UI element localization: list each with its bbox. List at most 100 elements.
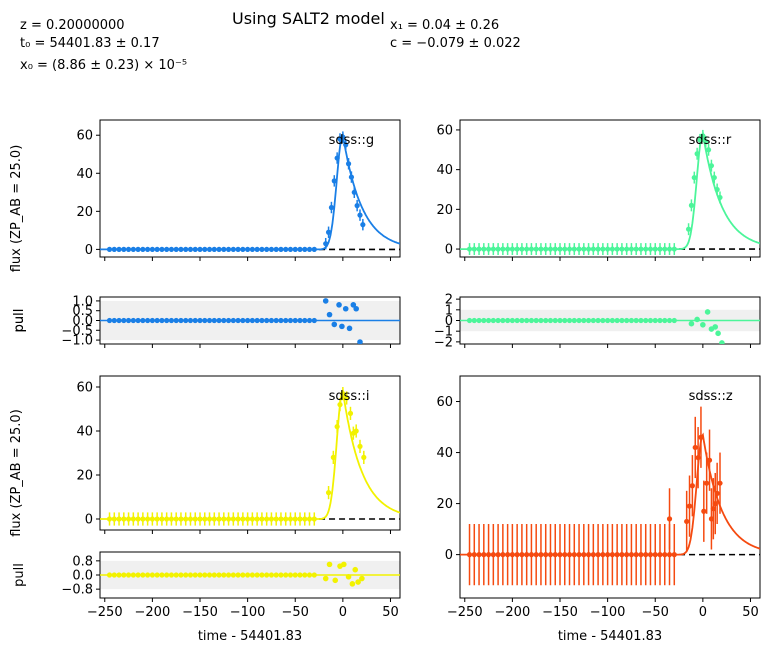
data-point [259, 246, 265, 252]
data-point [197, 516, 203, 522]
data-point [662, 246, 668, 252]
data-point [706, 457, 713, 463]
data-point [652, 246, 658, 252]
param-t0: t₀ = 54401.83 ± 0.17 [20, 36, 160, 51]
data-point [686, 503, 693, 509]
data-point [595, 552, 601, 558]
data-point [714, 490, 720, 496]
data-point [624, 246, 630, 252]
pull-point [249, 317, 255, 324]
x-tick-label: −250 [447, 605, 483, 620]
data-point [168, 246, 175, 252]
pull-point [206, 572, 213, 578]
x-tick-label: 0 [339, 605, 347, 620]
pull-point [283, 317, 289, 324]
data-point [340, 391, 346, 397]
data-point [519, 552, 525, 558]
data-point [685, 226, 692, 232]
data-point [283, 516, 289, 522]
data-point [652, 552, 658, 558]
pull-panel: 0.80.0−0.8 −250 −200 −150 −100 −50 0 50 pull time… [12, 551, 401, 644]
pull-point [519, 317, 525, 324]
pull-point [647, 317, 654, 324]
pull-point [159, 572, 165, 578]
pull-point [202, 572, 208, 578]
pull-point [121, 572, 127, 578]
data-point [505, 552, 511, 558]
data-point [337, 402, 343, 408]
pull-point [235, 317, 241, 324]
data-point [330, 454, 336, 460]
data-point [311, 516, 317, 522]
x-tick-label: 50 [382, 605, 399, 620]
pull-point [145, 572, 151, 578]
data-point [698, 434, 704, 440]
data-point [557, 246, 563, 252]
y-tick-label: 40 [76, 425, 93, 440]
data-point [533, 552, 539, 558]
pull-point [221, 572, 227, 578]
data-point [240, 516, 246, 522]
plot-frame [99, 375, 401, 531]
fit-params-right: x₁ = 0.04 ± 0.26 c = −0.079 ± 0.022 [390, 17, 521, 53]
pull-point [240, 572, 246, 578]
pull-point [600, 317, 606, 324]
data-point [711, 174, 717, 181]
pull-point [183, 572, 189, 578]
data-point [643, 552, 649, 558]
data-point [235, 246, 241, 252]
pull-point [349, 581, 356, 587]
data-point [328, 204, 335, 211]
data-point [628, 552, 635, 558]
pull-y-tick-label: 1 [445, 303, 453, 318]
pull-point [135, 572, 141, 578]
pull-y-tick-label: 0 [445, 314, 453, 329]
pull-point [471, 317, 477, 324]
data-point [614, 246, 620, 252]
pull-point [245, 572, 251, 578]
pull-y-tick-label: 0.5 [72, 304, 93, 319]
data-point [471, 552, 477, 558]
pull-point [230, 572, 236, 578]
pull-point [715, 330, 721, 337]
data-point [524, 552, 530, 558]
data-point [666, 552, 673, 558]
pull-point [206, 317, 213, 324]
pull-point [225, 317, 232, 324]
data-point [466, 246, 473, 252]
pull-point [571, 317, 577, 324]
data-point [600, 552, 606, 558]
data-point [590, 552, 596, 558]
data-point [302, 516, 308, 522]
pull-point [287, 317, 294, 324]
y-tick-label: 0 [445, 243, 453, 258]
pull-point [476, 317, 482, 324]
pull-point [292, 317, 298, 324]
pull-point [490, 317, 496, 324]
pull-point [543, 317, 549, 324]
data-point [495, 552, 501, 558]
pull-point [211, 317, 217, 324]
pull-point [662, 317, 668, 324]
x-tick-label: −100 [590, 605, 626, 620]
pull-point [197, 572, 203, 578]
pull-point [633, 317, 639, 324]
data-point [671, 552, 677, 558]
plot-frame [459, 375, 761, 599]
data-point [547, 246, 554, 252]
pull-point [254, 572, 260, 578]
data-point [514, 246, 520, 252]
data-point [514, 552, 520, 558]
pull-point [159, 317, 165, 324]
data-point [633, 552, 639, 558]
pull-point [652, 317, 658, 324]
pull-axis-label: pull [12, 563, 27, 587]
pull-point [322, 298, 329, 304]
data-point [343, 142, 349, 148]
data-point [334, 424, 340, 430]
pull-point [211, 572, 217, 578]
data-point [325, 229, 332, 235]
pull-point [688, 320, 695, 327]
